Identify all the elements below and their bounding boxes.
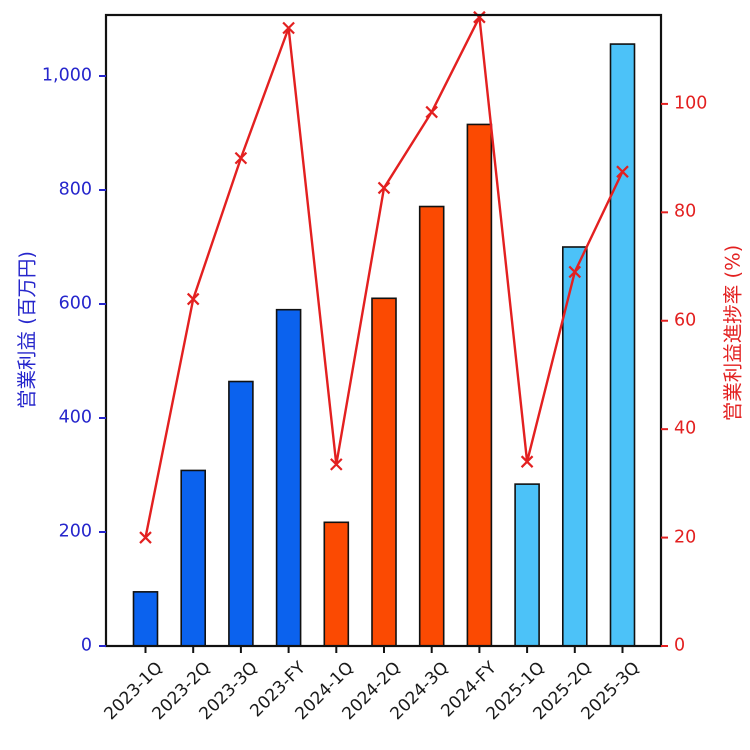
y-right-tick-label: 0 — [674, 635, 686, 656]
bar-2024-3Q — [418, 205, 445, 647]
marker-2025-2Q — [568, 265, 582, 279]
bar-2024-2Q — [371, 297, 397, 647]
marker-2023-1Q — [139, 531, 152, 544]
y-left-tick-label: 400 — [58, 407, 92, 428]
bar-2025-1Q — [514, 483, 540, 647]
y-right-tick-label: 80 — [674, 201, 697, 222]
y-right-tick-label: 60 — [674, 309, 697, 330]
bar-2025-3Q — [609, 43, 636, 647]
right-axis-title: 営業利益進捗率 (%) — [721, 244, 745, 422]
bar-2023-2Q — [180, 469, 206, 647]
marker-2024-2Q — [377, 181, 391, 195]
bar-2023-3Q — [228, 380, 254, 647]
bar-2024-1Q — [323, 521, 350, 647]
y-right-tick-label: 20 — [674, 526, 697, 547]
y-left-tick-label: 0 — [80, 635, 92, 656]
marker-2025-1Q — [520, 455, 534, 468]
bar-2023-FY — [275, 308, 302, 647]
marker-2025-3Q — [616, 165, 629, 178]
bar-2023-1Q — [132, 591, 159, 647]
bar-2025-2Q — [561, 246, 588, 647]
marker-2023-3Q — [234, 151, 248, 165]
left-axis-title: 営業利益 (百万円) — [15, 251, 39, 409]
marker-2023-2Q — [186, 292, 200, 306]
y-left-tick-label: 800 — [58, 179, 92, 200]
y-right-tick-label: 100 — [674, 93, 708, 114]
marker-2024-1Q — [330, 458, 343, 471]
marker-2024-FY — [473, 10, 486, 24]
y-left-tick-label: 600 — [58, 293, 92, 314]
y-right-tick-label: 40 — [674, 418, 697, 439]
y-left-tick-label: 200 — [58, 521, 92, 542]
y-left-tick-label: 1,000 — [41, 65, 92, 86]
marker-2023-FY — [282, 21, 295, 35]
bar-2024-FY — [466, 123, 493, 647]
marker-2024-3Q — [425, 105, 438, 119]
